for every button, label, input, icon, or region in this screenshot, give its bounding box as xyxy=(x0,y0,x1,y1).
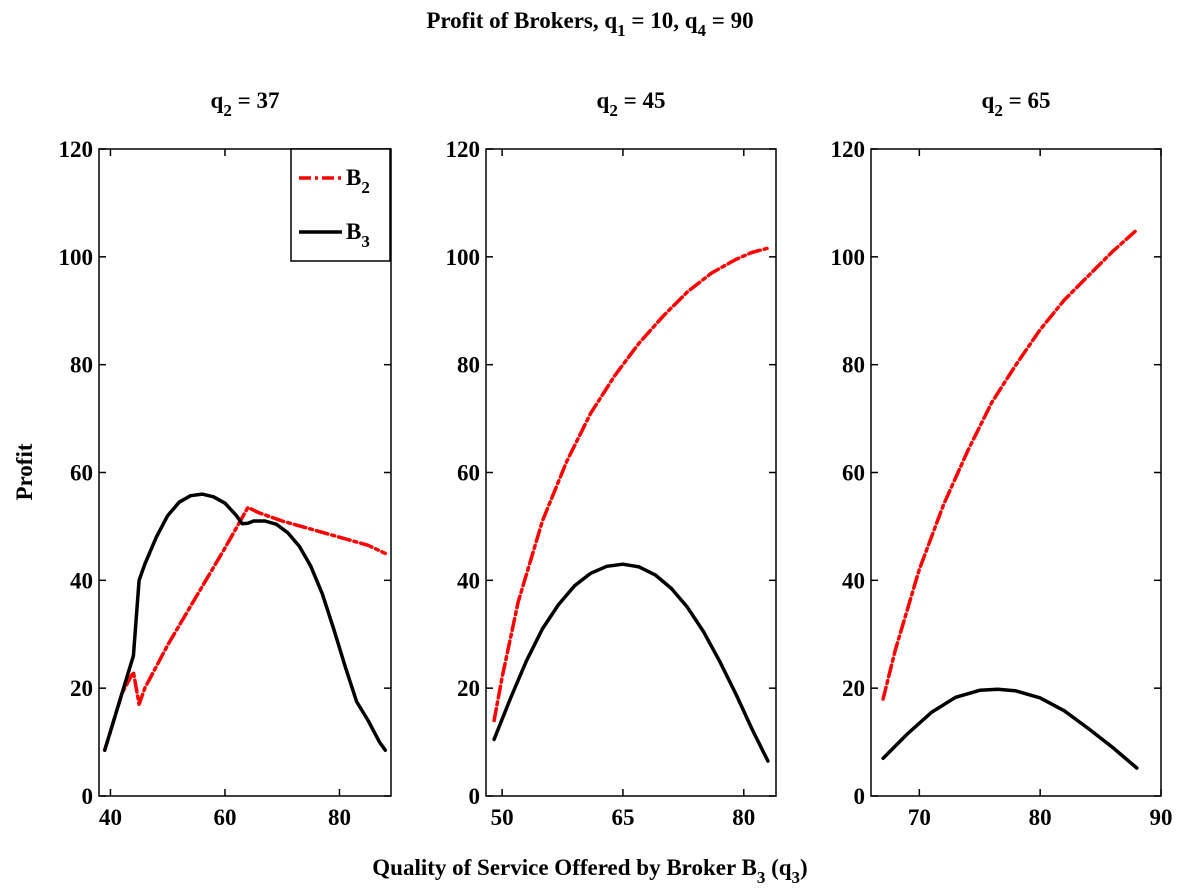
x-tick-label: 80 xyxy=(732,805,755,830)
y-tick-label: 0 xyxy=(469,784,481,809)
panel-title: q2 = 65 xyxy=(982,88,1051,120)
y-tick-label: 20 xyxy=(70,676,93,701)
y-axis-label: Profit xyxy=(12,443,37,500)
chart-panel-1: 40 60 80 0 20 40 60 80 100 120 q2 = 37 xyxy=(59,88,392,830)
y-tick-label: 40 xyxy=(457,568,480,593)
legend-label-b3: B3 xyxy=(346,219,370,251)
x-tick-label: 40 xyxy=(99,805,122,830)
series-line-b2 xyxy=(492,246,770,723)
chart-panel-3: 70 80 90 0 20 40 60 80 100 120 q2 = 65 xyxy=(831,88,1173,830)
figure-title: Profit of Brokers, q1 = 10, q4 = 90 xyxy=(426,8,753,40)
x-tick-label: 50 xyxy=(491,805,514,830)
y-tick-label: 40 xyxy=(842,568,865,593)
legend-label-b2: B2 xyxy=(346,165,370,197)
panel-title: q2 = 45 xyxy=(597,88,666,120)
series-line-b2 xyxy=(881,228,1139,701)
x-tick-label: 60 xyxy=(213,805,236,830)
series-line-b3 xyxy=(102,492,388,752)
y-tick-label: 80 xyxy=(842,353,865,378)
chart-panels: 40 60 80 0 20 40 60 80 100 120 q2 = 37 50 65 80 0 20 40 6… xyxy=(59,88,1173,830)
y-tick-label: 100 xyxy=(59,245,94,270)
y-tick-label: 80 xyxy=(457,353,480,378)
x-axis-label: Quality of Service Offered by Broker B3 … xyxy=(372,855,807,887)
y-tick-label: 60 xyxy=(842,461,865,486)
y-tick-label: 40 xyxy=(70,568,93,593)
y-tick-label: 100 xyxy=(831,245,866,270)
series-line-b3 xyxy=(492,562,770,763)
chart-panel-2: 50 65 80 0 20 40 60 80 100 120 q2 = 45 xyxy=(446,88,777,830)
y-tick-label: 120 xyxy=(59,137,94,162)
y-tick-label: 60 xyxy=(70,461,93,486)
x-tick-label: 80 xyxy=(1029,805,1052,830)
y-tick-label: 0 xyxy=(854,784,866,809)
x-tick-label: 65 xyxy=(611,805,634,830)
y-tick-label: 60 xyxy=(457,461,480,486)
legend: B2 B3 xyxy=(290,148,391,262)
x-tick-label: 80 xyxy=(328,805,351,830)
series-line-b3 xyxy=(881,687,1139,770)
legend-box xyxy=(290,148,391,262)
y-tick-label: 0 xyxy=(82,784,94,809)
x-tick-label: 70 xyxy=(908,805,931,830)
y-tick-label: 120 xyxy=(446,137,481,162)
y-tick-label: 120 xyxy=(831,137,866,162)
y-tick-label: 20 xyxy=(457,676,480,701)
panel-title: q2 = 37 xyxy=(211,88,280,120)
y-tick-label: 20 xyxy=(842,676,865,701)
y-tick-label: 80 xyxy=(70,353,93,378)
x-tick-label: 90 xyxy=(1150,805,1173,830)
y-tick-label: 100 xyxy=(446,245,481,270)
